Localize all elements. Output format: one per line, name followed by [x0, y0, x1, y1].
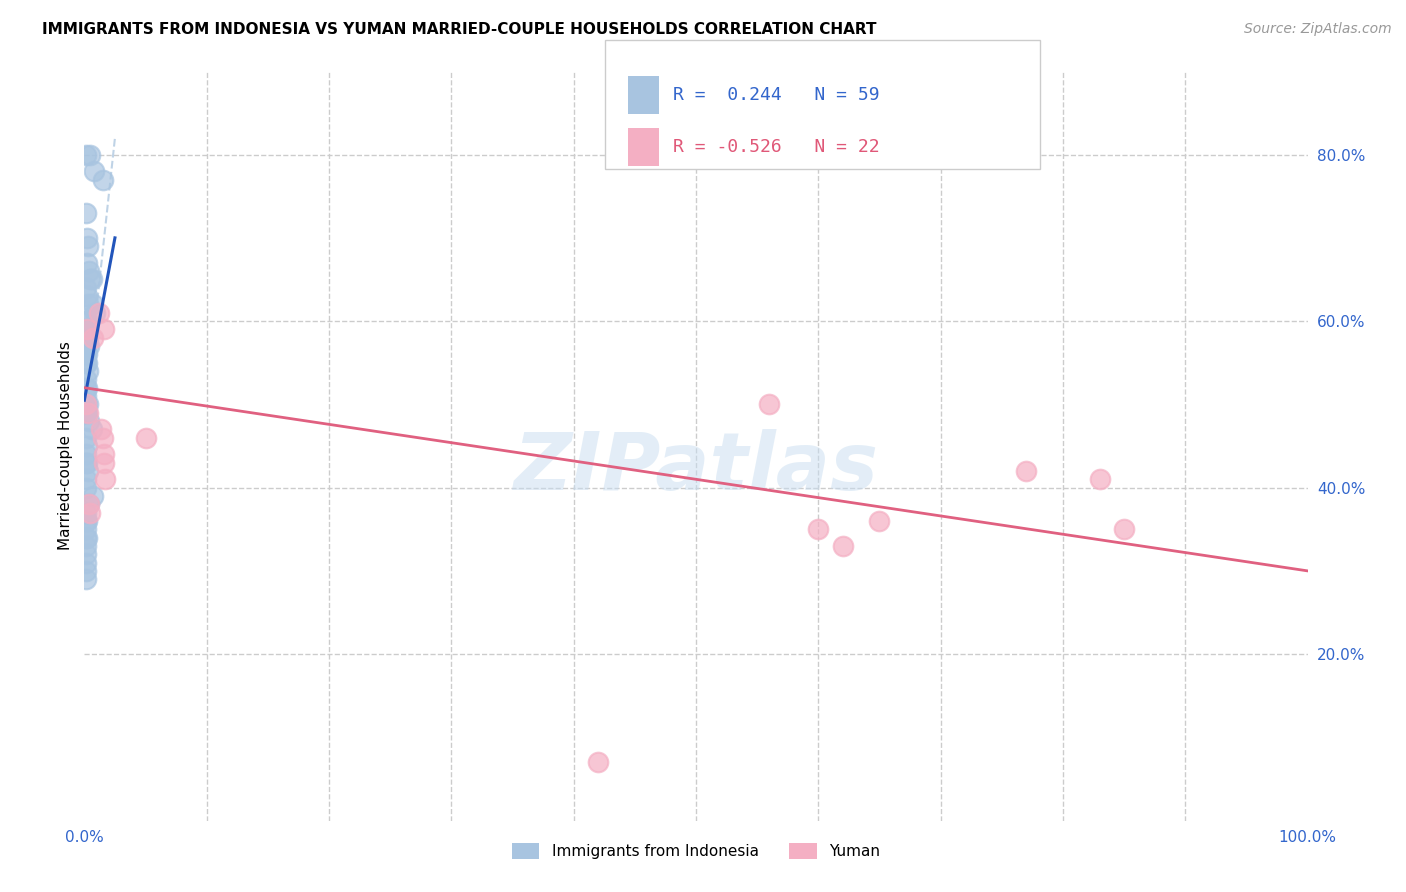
Point	[76, 314, 98, 328]
Point	[1114, 522, 1136, 536]
Point	[75, 347, 97, 361]
Point	[79, 272, 101, 286]
Point	[94, 472, 117, 486]
Point	[75, 356, 97, 370]
Point	[869, 514, 891, 528]
Point	[77, 414, 100, 428]
Point	[75, 372, 97, 386]
Point	[76, 256, 98, 270]
Point	[75, 314, 97, 328]
Point	[586, 756, 609, 770]
Point	[75, 281, 97, 295]
Point	[93, 456, 115, 470]
Point	[75, 531, 97, 545]
Point	[76, 406, 98, 420]
Point	[75, 147, 97, 161]
Point	[76, 289, 98, 303]
Point	[75, 514, 97, 528]
Point	[75, 406, 97, 420]
Point	[93, 447, 115, 461]
Point	[1015, 464, 1038, 478]
Point	[75, 522, 97, 536]
Text: Source: ZipAtlas.com: Source: ZipAtlas.com	[1244, 22, 1392, 37]
Point	[77, 464, 100, 478]
Point	[77, 331, 100, 345]
Point	[77, 339, 100, 353]
Point	[75, 547, 97, 561]
Point	[76, 356, 98, 370]
Point	[75, 381, 97, 395]
Point	[75, 339, 97, 353]
Point	[75, 572, 97, 586]
Point	[75, 506, 97, 520]
Text: R =  0.244   N = 59: R = 0.244 N = 59	[673, 87, 880, 104]
Point	[91, 172, 114, 186]
Point	[758, 397, 780, 411]
Point	[75, 556, 97, 570]
Point	[75, 397, 97, 411]
Point	[1088, 472, 1111, 486]
Point	[76, 347, 98, 361]
Point	[76, 456, 98, 470]
Point	[76, 514, 98, 528]
Point	[77, 497, 100, 511]
Point	[77, 406, 100, 420]
Point	[82, 489, 104, 503]
Point	[75, 481, 97, 495]
Point	[75, 322, 97, 336]
Point	[75, 456, 97, 470]
Point	[91, 431, 114, 445]
Text: IMMIGRANTS FROM INDONESIA VS YUMAN MARRIED-COUPLE HOUSEHOLDS CORRELATION CHART: IMMIGRANTS FROM INDONESIA VS YUMAN MARRI…	[42, 22, 877, 37]
Point	[135, 431, 157, 445]
Point	[90, 422, 112, 436]
Point	[76, 439, 98, 453]
Point	[76, 231, 98, 245]
Point	[77, 397, 100, 411]
Point	[75, 472, 97, 486]
Point	[77, 497, 100, 511]
Point	[82, 331, 104, 345]
Text: ZIPatlas: ZIPatlas	[513, 429, 879, 508]
Point	[807, 522, 830, 536]
Point	[83, 164, 105, 178]
Point	[80, 422, 103, 436]
Point	[79, 506, 101, 520]
Point	[75, 431, 97, 445]
Point	[80, 272, 103, 286]
Point	[76, 381, 98, 395]
Point	[77, 364, 100, 378]
Legend: Immigrants from Indonesia, Yuman: Immigrants from Indonesia, Yuman	[506, 838, 886, 865]
Point	[77, 264, 100, 278]
Y-axis label: Married-couple Households: Married-couple Households	[58, 342, 73, 550]
Point	[87, 306, 110, 320]
Point	[75, 564, 97, 578]
Point	[79, 147, 101, 161]
Point	[76, 322, 98, 336]
Point	[76, 531, 98, 545]
Point	[77, 239, 100, 253]
Point	[84, 306, 107, 320]
Point	[75, 447, 97, 461]
Point	[93, 322, 115, 336]
Point	[75, 206, 97, 220]
Point	[77, 297, 100, 311]
Text: R = -0.526   N = 22: R = -0.526 N = 22	[673, 138, 880, 156]
Point	[75, 539, 97, 553]
Point	[831, 539, 853, 553]
Point	[76, 331, 98, 345]
Point	[75, 389, 97, 403]
Point	[82, 297, 104, 311]
Point	[75, 397, 97, 411]
